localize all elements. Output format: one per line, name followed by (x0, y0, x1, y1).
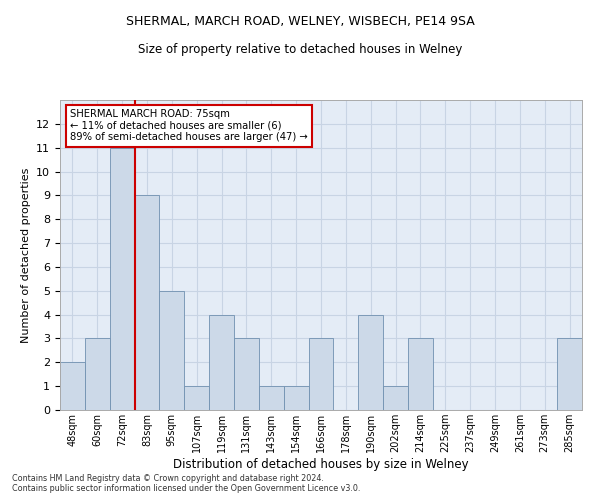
Text: SHERMAL MARCH ROAD: 75sqm
← 11% of detached houses are smaller (6)
89% of semi-d: SHERMAL MARCH ROAD: 75sqm ← 11% of detac… (70, 110, 308, 142)
Text: Contains HM Land Registry data © Crown copyright and database right 2024.: Contains HM Land Registry data © Crown c… (12, 474, 324, 483)
Bar (234, 338, 259, 410)
Bar (184, 386, 209, 410)
X-axis label: Distribution of detached houses by size in Welney: Distribution of detached houses by size … (173, 458, 469, 471)
Bar (259, 386, 284, 410)
Text: Contains public sector information licensed under the Open Government Licence v3: Contains public sector information licen… (12, 484, 361, 493)
Bar (209, 314, 234, 410)
Y-axis label: Number of detached properties: Number of detached properties (20, 168, 31, 342)
Bar (60, 362, 85, 410)
Bar (383, 386, 408, 410)
Bar (110, 148, 134, 410)
Bar (408, 338, 433, 410)
Bar (85, 338, 110, 410)
Bar (557, 338, 582, 410)
Text: Size of property relative to detached houses in Welney: Size of property relative to detached ho… (138, 42, 462, 56)
Bar (308, 338, 334, 410)
Bar (284, 386, 308, 410)
Bar (160, 291, 184, 410)
Text: SHERMAL, MARCH ROAD, WELNEY, WISBECH, PE14 9SA: SHERMAL, MARCH ROAD, WELNEY, WISBECH, PE… (125, 15, 475, 28)
Bar (134, 196, 160, 410)
Bar (358, 314, 383, 410)
